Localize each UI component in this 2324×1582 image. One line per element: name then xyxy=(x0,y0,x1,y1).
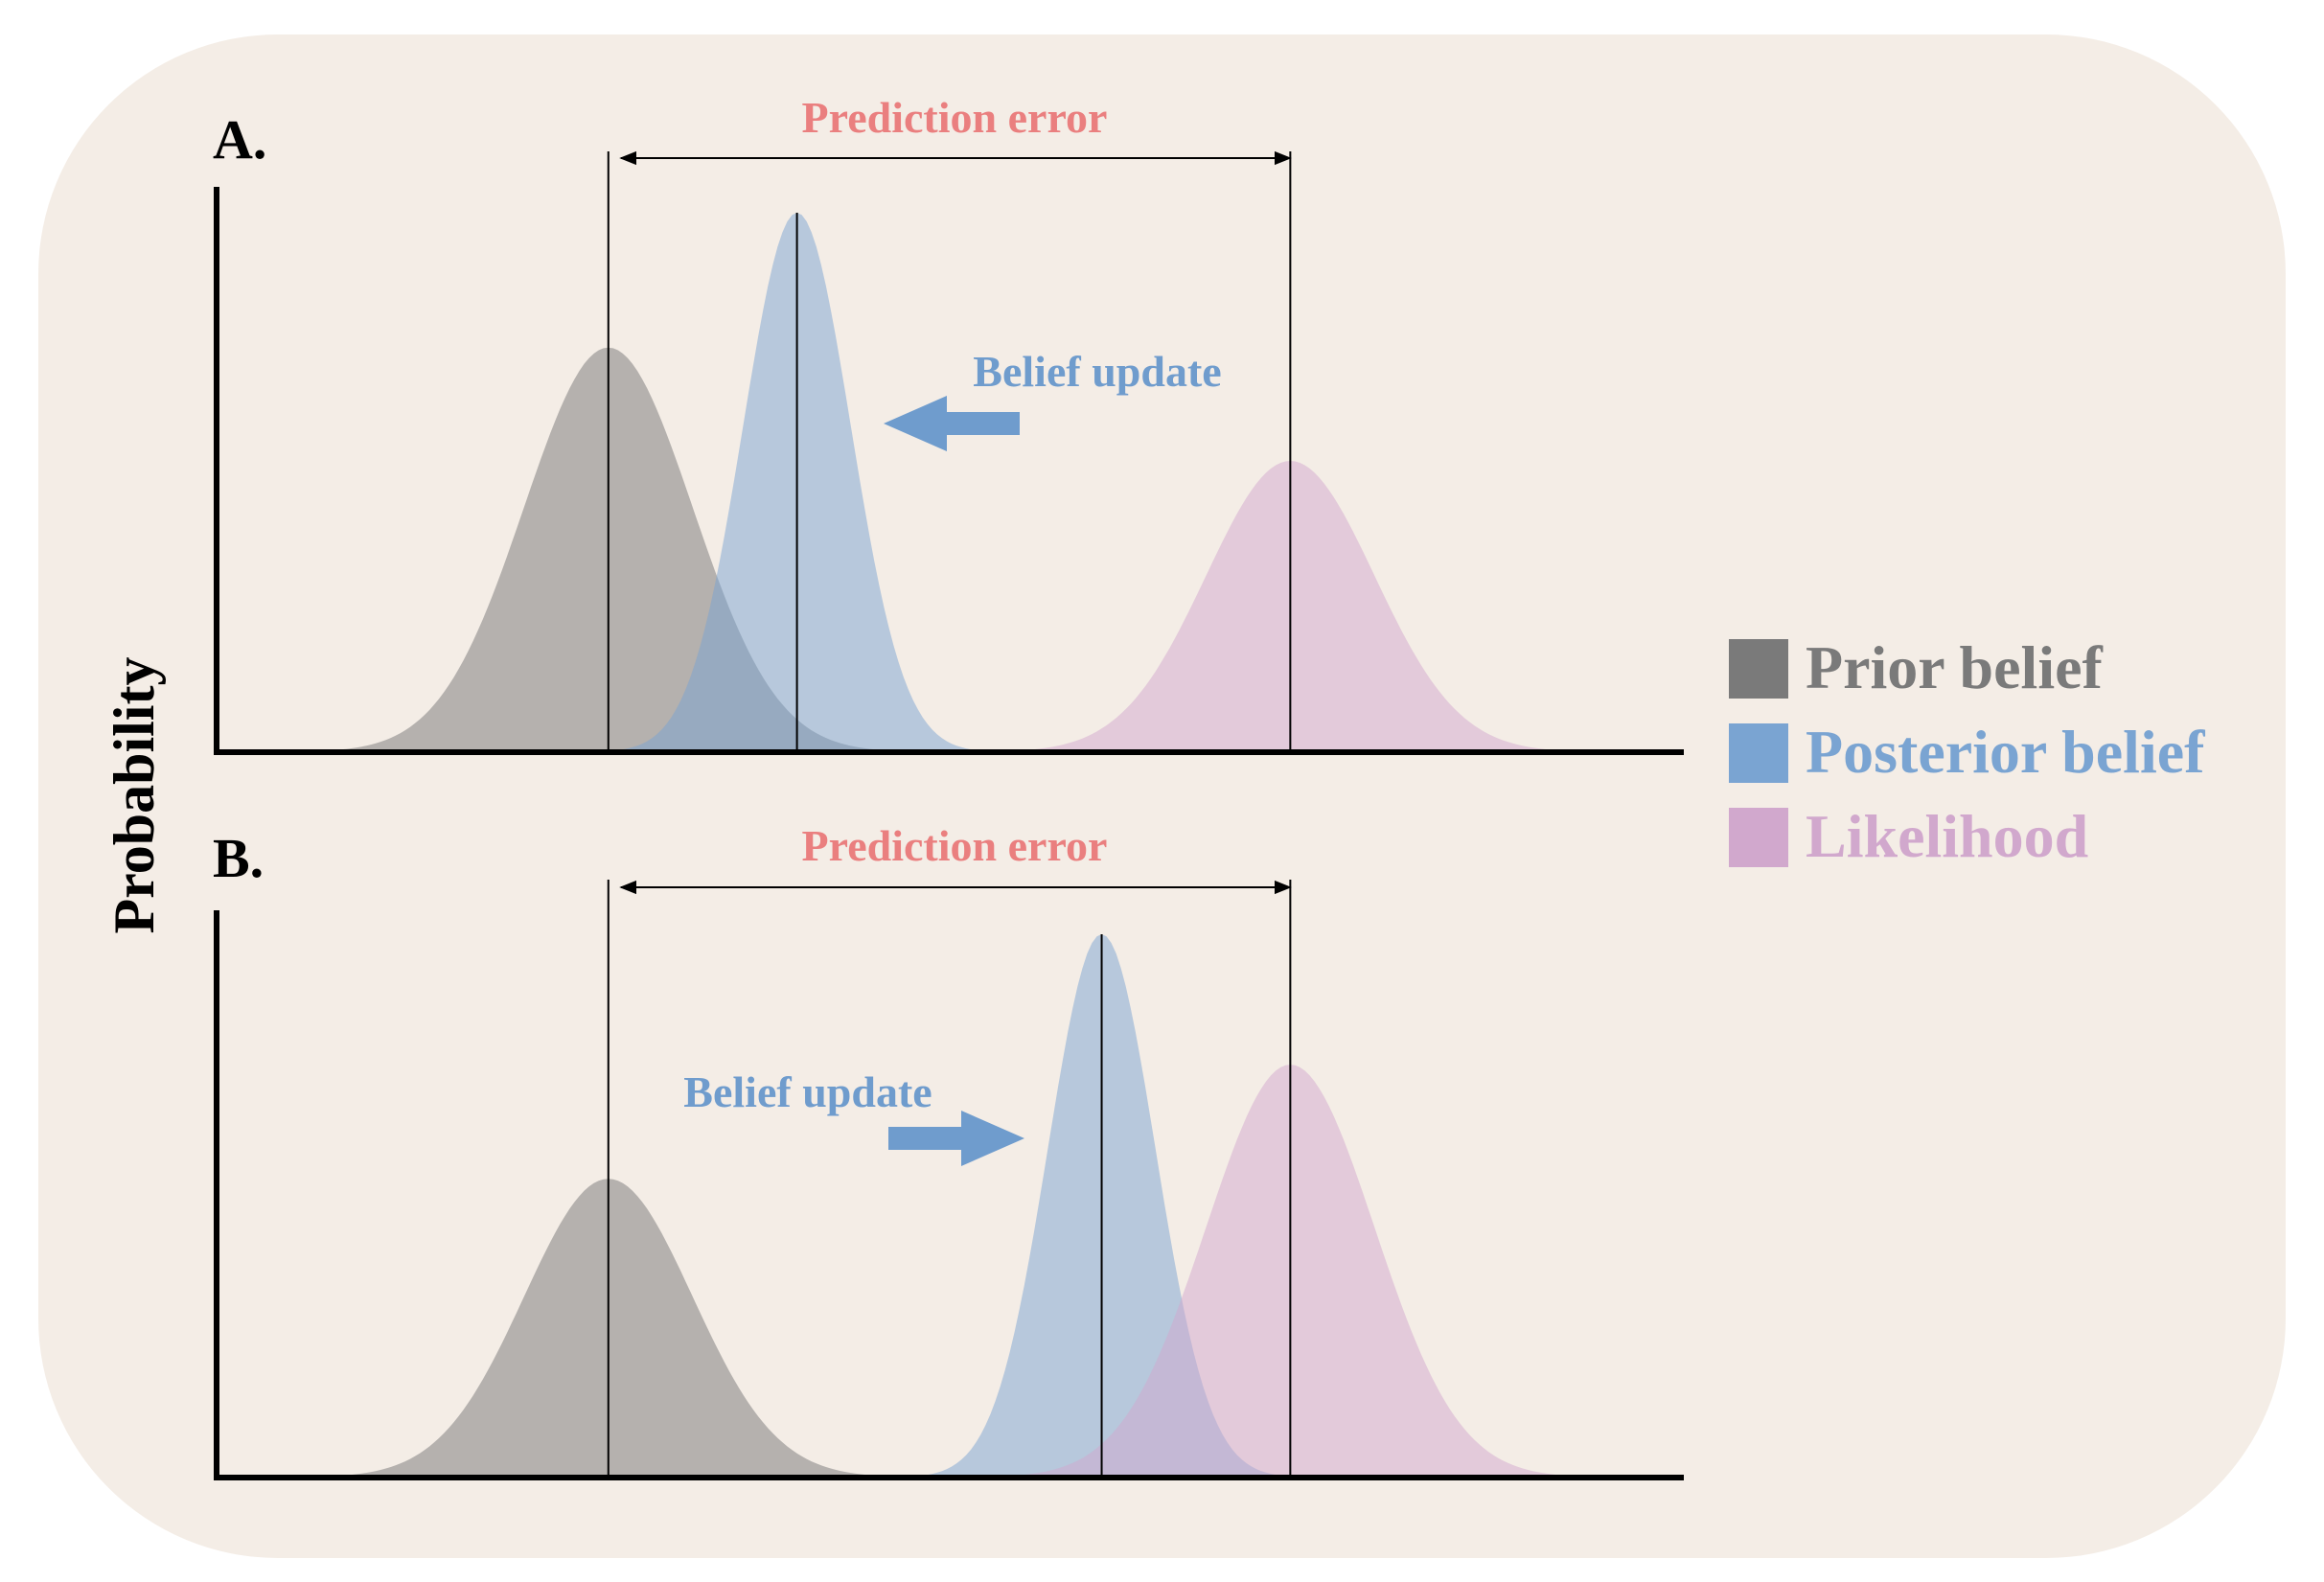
mean-lines xyxy=(607,880,1292,1478)
mean-lines xyxy=(607,151,1292,752)
legend-swatch xyxy=(1729,723,1788,783)
legend-item-prior: Prior belief xyxy=(1729,633,2104,701)
likelihood-curve xyxy=(217,1065,1668,1478)
legend-swatch xyxy=(1729,808,1788,867)
belief-update-label: Belief update xyxy=(973,347,1221,396)
likelihood-area xyxy=(217,1065,1668,1478)
panel-a: A. Prediction error Belief update xyxy=(213,93,1684,755)
belief-update-label: Belief update xyxy=(683,1067,932,1116)
prior-area xyxy=(217,1179,1668,1478)
belief-update-arrow xyxy=(884,396,1020,451)
legend-label: Prior belief xyxy=(1806,633,2104,701)
legend-swatch xyxy=(1729,639,1788,699)
legend-item-posterior: Posterior belief xyxy=(1729,718,2205,786)
likelihood-curve xyxy=(217,461,1668,752)
legend-label: Likelihood xyxy=(1806,802,2088,870)
prediction-error-label: Prediction error xyxy=(802,93,1108,142)
legend: Prior belief Posterior belief Likelihood xyxy=(1729,633,2205,870)
axes xyxy=(214,187,1684,755)
likelihood-area xyxy=(217,461,1668,752)
belief-update-arrow xyxy=(888,1111,1024,1166)
y-axis-label: Probability xyxy=(103,657,166,934)
panel-label: A. xyxy=(213,108,266,171)
prior-area xyxy=(217,347,1668,752)
prior-curve xyxy=(217,347,1668,752)
legend-label: Posterior belief xyxy=(1806,718,2205,786)
prior-curve xyxy=(217,1179,1668,1478)
panel-b: B. Prediction error Belief update xyxy=(213,821,1684,1480)
prediction-error-label: Prediction error xyxy=(802,821,1108,870)
axes xyxy=(214,910,1684,1480)
panel-label: B. xyxy=(213,827,264,889)
legend-item-likelihood: Likelihood xyxy=(1729,802,2088,870)
